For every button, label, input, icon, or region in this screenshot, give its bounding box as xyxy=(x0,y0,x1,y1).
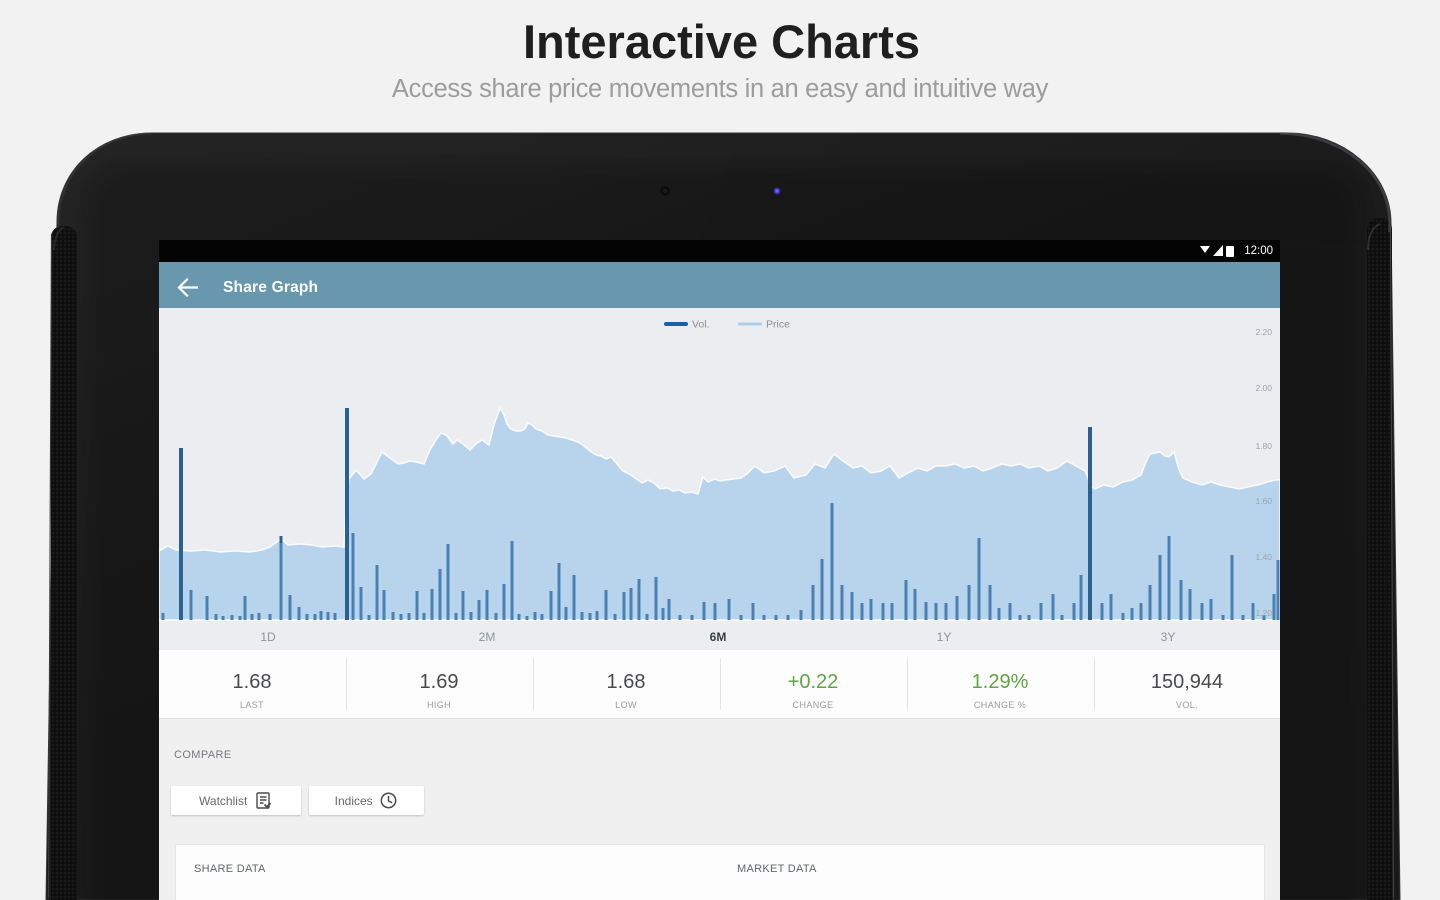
svg-text:1.60: 1.60 xyxy=(1255,496,1272,506)
svg-text:1.80: 1.80 xyxy=(1255,441,1272,451)
svg-text:1.40: 1.40 xyxy=(1255,552,1272,562)
svg-text:2M: 2M xyxy=(479,630,496,644)
svg-text:6M: 6M xyxy=(710,630,727,644)
svg-text:1D: 1D xyxy=(260,630,276,644)
svg-text:Price: Price xyxy=(766,319,790,331)
svg-text:Vol.: Vol. xyxy=(692,319,710,331)
svg-text:1Y: 1Y xyxy=(937,630,952,644)
svg-text:3Y: 3Y xyxy=(1161,630,1176,644)
svg-text:2.00: 2.00 xyxy=(1255,383,1272,393)
svg-text:2.20: 2.20 xyxy=(1255,327,1272,337)
svg-text:1.20: 1.20 xyxy=(1255,608,1272,618)
